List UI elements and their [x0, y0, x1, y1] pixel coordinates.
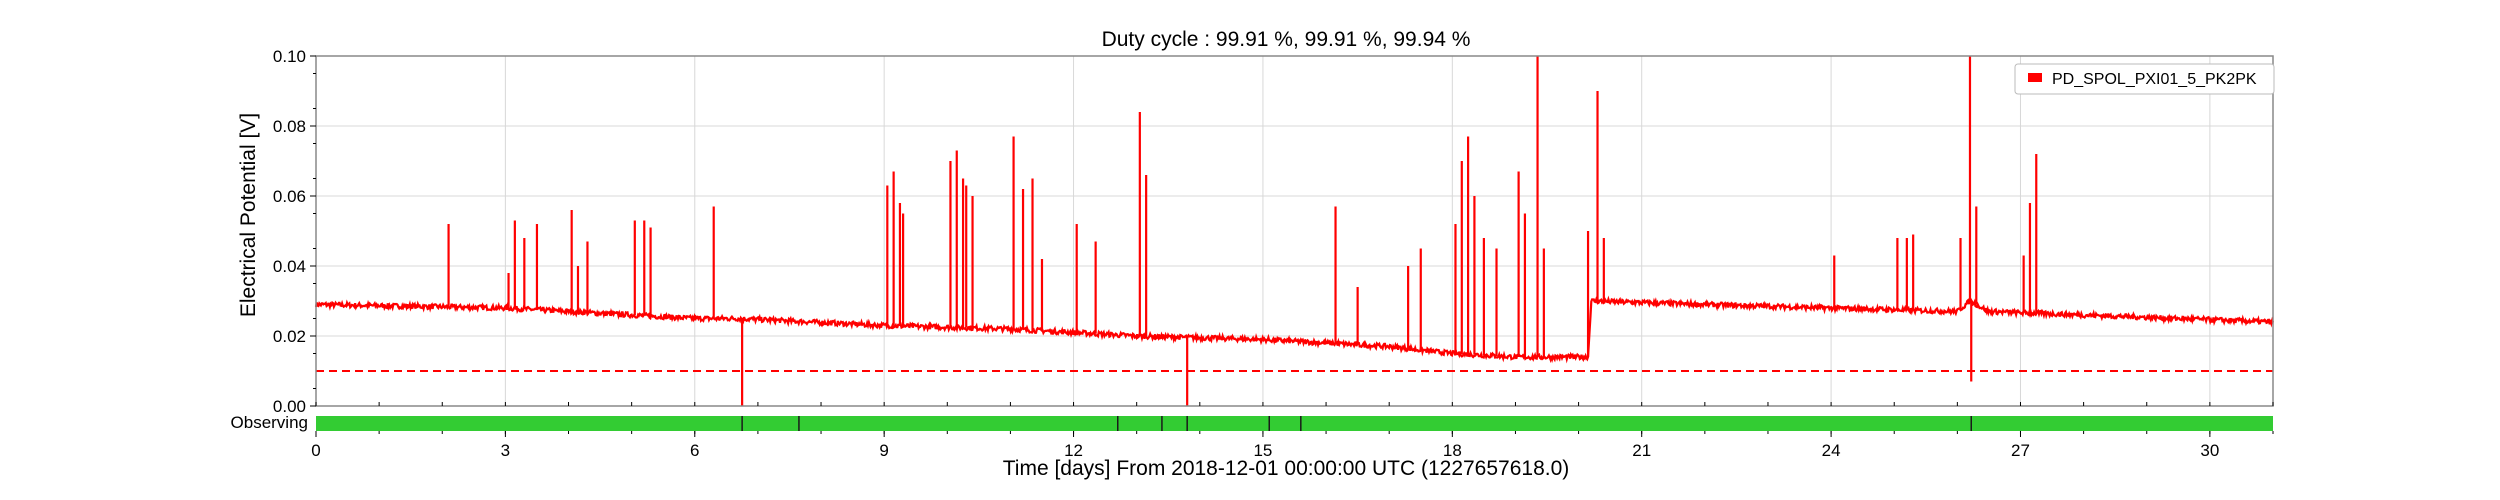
legend-swatch — [2028, 73, 2042, 82]
y-tick-label: 0.00 — [273, 397, 306, 416]
y-tick-label: 0.02 — [273, 327, 306, 346]
plot-frame — [315, 55, 2274, 407]
y-tick-label: 0.08 — [273, 117, 306, 136]
y-tick-label: 0.04 — [273, 257, 306, 276]
x-tick-label: 15 — [1253, 441, 1272, 460]
x-tick-label: 9 — [879, 441, 888, 460]
x-tick-label: 6 — [690, 441, 699, 460]
segment-observing — [316, 416, 2273, 431]
x-axis-label: Time [days] From 2018-12-01 00:00:00 UTC… — [1003, 457, 1570, 480]
series-line — [314, 295, 2275, 364]
x-tick-label: 21 — [1632, 441, 1651, 460]
x-tick-label: 3 — [501, 441, 510, 460]
legend-box — [2014, 63, 2275, 95]
y-tick-label: 0.06 — [273, 187, 306, 206]
series-layer — [314, 56, 2275, 406]
chart-title: Duty cycle : 99.91 %, 99.91 %, 99.94 % — [1102, 28, 1471, 51]
y-axis-label: Electrical Potential [V] — [237, 113, 260, 317]
x-tick-label: 12 — [1064, 441, 1083, 460]
x-tick-label: 0 — [311, 441, 320, 460]
x-tick-label: 24 — [1822, 441, 1841, 460]
y-tick-label: 0.10 — [273, 47, 306, 66]
x-tick-label: 18 — [1443, 441, 1462, 460]
y-axis: 0.00 0.02 0.04 0.06 0.08 0.10 — [273, 47, 316, 416]
x-axis: 0 3 6 9 12 15 18 21 24 27 30 — [311, 402, 2274, 460]
legend-entry: PD_SPOL_PXI01_5_PK2PK — [2052, 71, 2257, 88]
segment-label: Observing — [231, 413, 308, 432]
segment-bar: Observing — [231, 413, 2273, 432]
x-tick-label: 27 — [2011, 441, 2030, 460]
x-tick-label: 30 — [2200, 441, 2219, 460]
legend: PD_SPOL_PXI01_5_PK2PK — [2014, 63, 2275, 95]
